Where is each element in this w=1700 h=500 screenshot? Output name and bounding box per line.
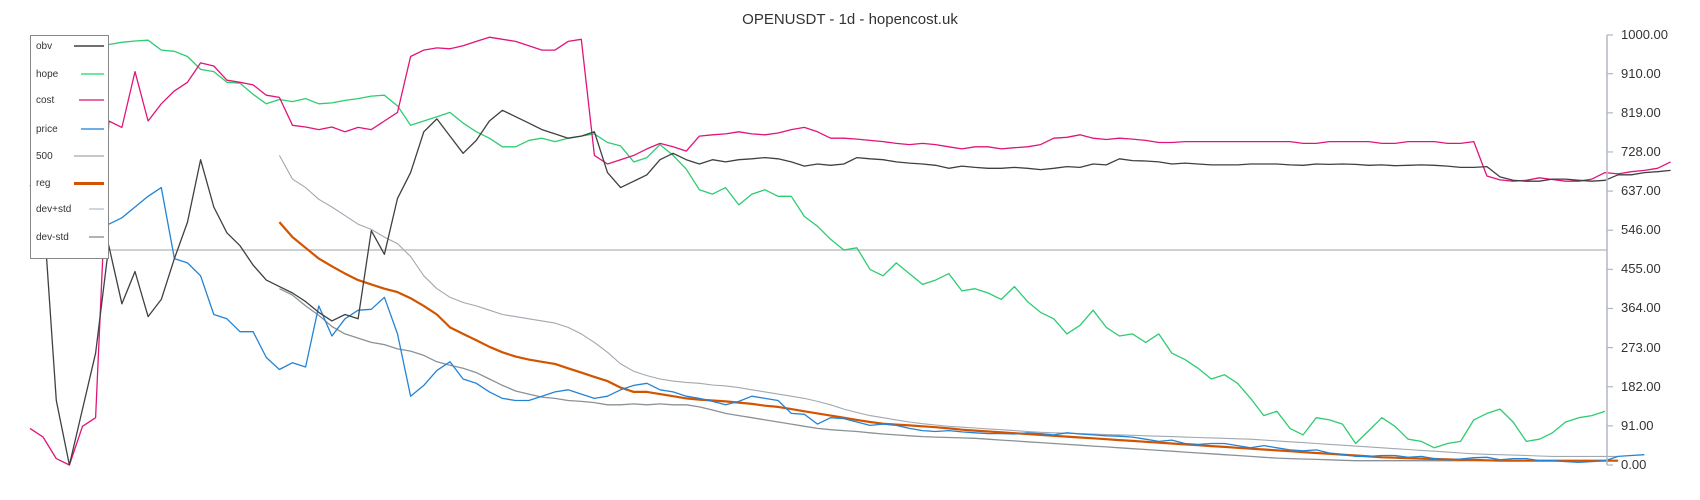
legend: obv hope cost price 500 reg dev+std dev-std bbox=[30, 35, 109, 259]
series-hope-line bbox=[29, 38, 1606, 449]
y-axis-tick-label: 546.00 bbox=[1621, 222, 1661, 238]
series-obv-line bbox=[29, 109, 1671, 466]
legend-item-price[interactable]: price bbox=[36, 121, 106, 137]
series-dev-plus-std-line bbox=[278, 155, 1619, 457]
legend-swatch-reg bbox=[74, 182, 104, 185]
legend-label: 500 bbox=[36, 150, 53, 162]
series-dev-std-line bbox=[279, 288, 1619, 462]
legend-item-dev-minus-std[interactable]: dev-std bbox=[36, 229, 106, 245]
legend-swatch-hope bbox=[81, 73, 104, 75]
y-axis-tick-label: 91.00 bbox=[1621, 417, 1654, 433]
y-axis-tick-label: 364.00 bbox=[1621, 300, 1661, 316]
legend-swatch-dev-minus-std bbox=[89, 236, 104, 238]
series-cost-line bbox=[29, 36, 1671, 466]
legend-label: obv bbox=[36, 40, 53, 52]
legend-swatch-price bbox=[81, 128, 104, 130]
y-axis-tick-label: 273.00 bbox=[1621, 339, 1661, 355]
legend-swatch-dev-plus-std bbox=[89, 208, 104, 210]
legend-item-hope[interactable]: hope bbox=[36, 66, 106, 82]
y-axis bbox=[1606, 34, 1613, 466]
legend-label: reg bbox=[36, 177, 51, 189]
y-axis-tick-label: 1000.00 bbox=[1621, 27, 1668, 42]
legend-label: cost bbox=[36, 94, 55, 106]
y-axis-tick-label: 819.00 bbox=[1621, 104, 1661, 120]
legend-item-cost[interactable]: cost bbox=[36, 92, 106, 108]
y-axis-tick-label: 0.00 bbox=[1621, 457, 1647, 472]
series-layer bbox=[29, 36, 1671, 466]
y-axis-tick-label: 455.00 bbox=[1621, 261, 1661, 277]
series-price-line bbox=[29, 180, 1645, 464]
y-axis-tick-label: 637.00 bbox=[1621, 183, 1661, 199]
y-axis-tick-label: 910.00 bbox=[1621, 65, 1661, 81]
legend-swatch-cost bbox=[78, 99, 104, 101]
legend-item-reg[interactable]: reg bbox=[36, 175, 106, 191]
legend-item-dev-plus-std[interactable]: dev+std bbox=[36, 201, 106, 217]
legend-label: hope bbox=[36, 68, 59, 80]
legend-item-obv[interactable]: obv bbox=[36, 38, 106, 54]
legend-label: dev+std bbox=[36, 203, 72, 215]
legend-swatch-500 bbox=[74, 155, 104, 157]
legend-label: price bbox=[36, 123, 58, 135]
legend-label: dev-std bbox=[36, 231, 69, 243]
y-axis-tick-label: 182.00 bbox=[1621, 378, 1661, 394]
legend-swatch-obv bbox=[74, 45, 104, 47]
y-axis-tick-label: 728.00 bbox=[1621, 143, 1661, 159]
series-reg-line bbox=[278, 221, 1619, 462]
chart-title: OPENUSDT - 1d - hopencost.uk bbox=[742, 11, 958, 28]
legend-item-500[interactable]: 500 bbox=[36, 148, 106, 164]
